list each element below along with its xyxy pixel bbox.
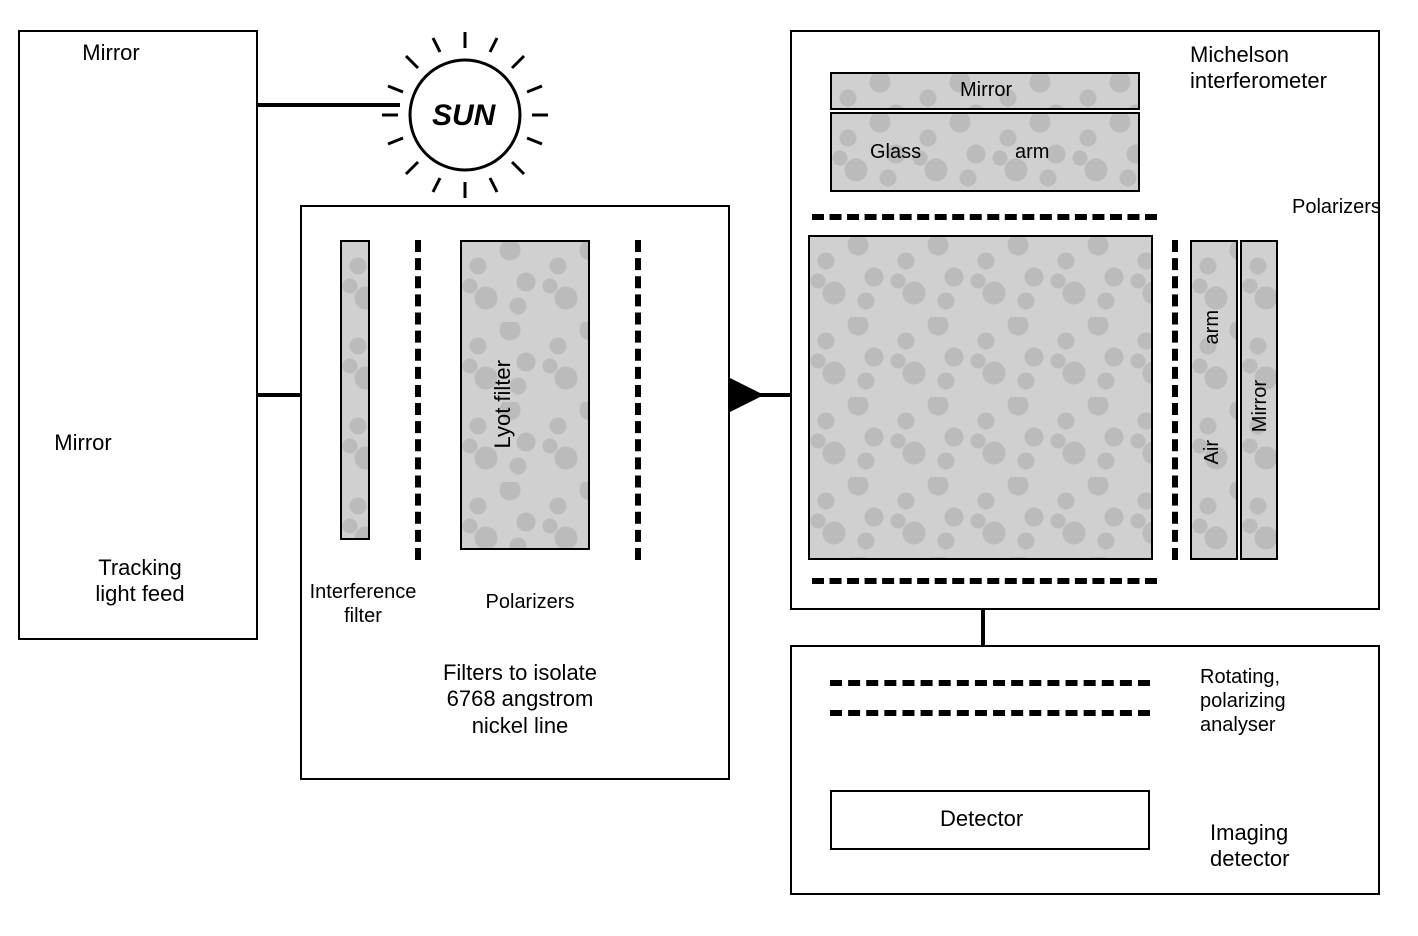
sun-label: SUN bbox=[432, 98, 495, 134]
filters-title: Filters to isolate 6768 angstrom nickel … bbox=[400, 660, 640, 739]
interference-filter-label: Interference filter bbox=[298, 580, 428, 628]
filters-polarizers-label: Polarizers bbox=[470, 590, 590, 614]
mirror-bottom-label: Mirror bbox=[48, 430, 118, 456]
tracking-box bbox=[18, 30, 258, 640]
analyser-line-1 bbox=[830, 680, 1150, 686]
filters-polarizer-left bbox=[415, 240, 421, 560]
michelson-mirror-top-label: Mirror bbox=[960, 78, 1012, 102]
filters-polarizer-right bbox=[635, 240, 641, 560]
beamsplitter-block bbox=[808, 235, 1153, 560]
analyser-line-2 bbox=[830, 710, 1150, 716]
michelson-mirror-right-label: Mirror bbox=[1248, 380, 1272, 432]
mirror-top-label: Mirror bbox=[76, 40, 146, 66]
lyot-filter bbox=[460, 240, 590, 550]
michelson-title: Michelson interferometer bbox=[1190, 42, 1370, 95]
air-arm bbox=[1190, 240, 1238, 560]
michelson-polarizer-right bbox=[1172, 240, 1178, 560]
interference-filter bbox=[340, 240, 370, 540]
imaging-title: Imaging detector bbox=[1210, 820, 1360, 873]
michelson-polarizer-bottom bbox=[812, 578, 1157, 584]
air-label: Air bbox=[1200, 440, 1224, 464]
detector-label: Detector bbox=[940, 806, 1023, 832]
diagram-root: Mirror Mirror Tracking light feed SUN Ly… bbox=[0, 0, 1418, 936]
michelson-polarizers-label: Polarizers bbox=[1292, 195, 1381, 219]
glass-arm-label: arm bbox=[1015, 140, 1049, 164]
analyser-label: Rotating, polarizing analyser bbox=[1200, 665, 1360, 737]
michelson-polarizer-top bbox=[812, 214, 1157, 220]
glass-label: Glass bbox=[870, 140, 921, 164]
tracking-title: Tracking light feed bbox=[60, 555, 220, 608]
lyot-filter-label: Lyot filter bbox=[490, 360, 516, 448]
air-arm-arm-label: arm bbox=[1200, 310, 1224, 344]
